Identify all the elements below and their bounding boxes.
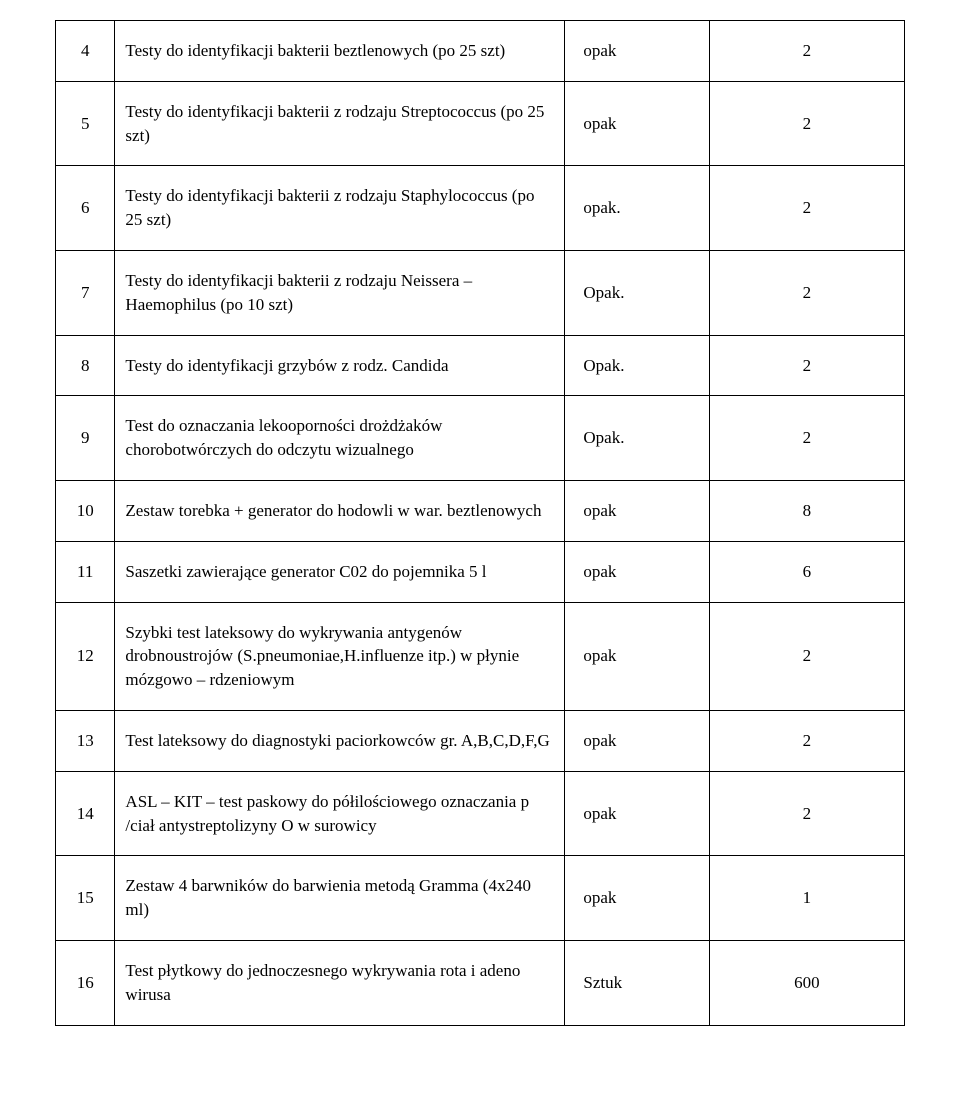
row-number: 6 [56, 166, 115, 251]
row-quantity: 2 [709, 396, 904, 481]
row-quantity: 6 [709, 541, 904, 602]
items-tbody: 4Testy do identyfikacji bakterii beztlen… [56, 21, 905, 1026]
table-row: 16Test płytkowy do jednoczesnego wykrywa… [56, 940, 905, 1025]
row-quantity: 2 [709, 250, 904, 335]
table-row: 8Testy do identyfikacji grzybów z rodz. … [56, 335, 905, 396]
row-description: Testy do identyfikacji bakterii z rodzaj… [115, 250, 565, 335]
row-unit: Sztuk [565, 940, 709, 1025]
row-quantity: 2 [709, 602, 904, 710]
row-unit: opak [565, 81, 709, 166]
row-description: Saszetki zawierające generator C02 do po… [115, 541, 565, 602]
row-unit: opak. [565, 166, 709, 251]
row-quantity: 2 [709, 81, 904, 166]
table-row: 13Test lateksowy do diagnostyki paciorko… [56, 710, 905, 771]
row-unit: Opak. [565, 396, 709, 481]
row-number: 5 [56, 81, 115, 166]
row-number: 14 [56, 771, 115, 856]
row-description: Testy do identyfikacji bakterii z rodzaj… [115, 81, 565, 166]
row-quantity: 2 [709, 166, 904, 251]
table-row: 6Testy do identyfikacji bakterii z rodza… [56, 166, 905, 251]
table-row: 12Szybki test lateksowy do wykrywania an… [56, 602, 905, 710]
row-description: Testy do identyfikacji grzybów z rodz. C… [115, 335, 565, 396]
table-row: 4Testy do identyfikacji bakterii beztlen… [56, 21, 905, 82]
row-number: 15 [56, 856, 115, 941]
row-quantity: 2 [709, 21, 904, 82]
table-row: 7Testy do identyfikacji bakterii z rodza… [56, 250, 905, 335]
row-unit: Opak. [565, 250, 709, 335]
row-description: Zestaw torebka + generator do hodowli w … [115, 480, 565, 541]
row-description: ASL – KIT – test paskowy do półilościowe… [115, 771, 565, 856]
row-unit: opak [565, 771, 709, 856]
row-description: Zestaw 4 barwników do barwienia metodą G… [115, 856, 565, 941]
items-table: 4Testy do identyfikacji bakterii beztlen… [55, 20, 905, 1026]
row-number: 10 [56, 480, 115, 541]
row-unit: opak [565, 480, 709, 541]
table-row: 14ASL – KIT – test paskowy do półilościo… [56, 771, 905, 856]
row-description: Test do oznaczania lekooporności drożdża… [115, 396, 565, 481]
row-description: Testy do identyfikacji bakterii z rodzaj… [115, 166, 565, 251]
row-quantity: 2 [709, 771, 904, 856]
row-number: 8 [56, 335, 115, 396]
table-row: 9Test do oznaczania lekooporności drożdż… [56, 396, 905, 481]
row-quantity: 8 [709, 480, 904, 541]
row-quantity: 1 [709, 856, 904, 941]
row-description: Testy do identyfikacji bakterii beztleno… [115, 21, 565, 82]
row-quantity: 600 [709, 940, 904, 1025]
row-quantity: 2 [709, 710, 904, 771]
row-number: 7 [56, 250, 115, 335]
table-row: 15Zestaw 4 barwników do barwienia metodą… [56, 856, 905, 941]
table-row: 11Saszetki zawierające generator C02 do … [56, 541, 905, 602]
row-unit: opak [565, 541, 709, 602]
row-unit: opak [565, 21, 709, 82]
row-number: 12 [56, 602, 115, 710]
row-unit: Opak. [565, 335, 709, 396]
row-number: 4 [56, 21, 115, 82]
table-row: 5Testy do identyfikacji bakterii z rodza… [56, 81, 905, 166]
row-description: Szybki test lateksowy do wykrywania anty… [115, 602, 565, 710]
row-unit: opak [565, 602, 709, 710]
row-description: Test lateksowy do diagnostyki paciorkowc… [115, 710, 565, 771]
row-number: 9 [56, 396, 115, 481]
row-unit: opak [565, 856, 709, 941]
row-description: Test płytkowy do jednoczesnego wykrywani… [115, 940, 565, 1025]
row-quantity: 2 [709, 335, 904, 396]
row-unit: opak [565, 710, 709, 771]
row-number: 13 [56, 710, 115, 771]
row-number: 11 [56, 541, 115, 602]
row-number: 16 [56, 940, 115, 1025]
table-row: 10Zestaw torebka + generator do hodowli … [56, 480, 905, 541]
page: 4Testy do identyfikacji bakterii beztlen… [0, 0, 960, 1056]
